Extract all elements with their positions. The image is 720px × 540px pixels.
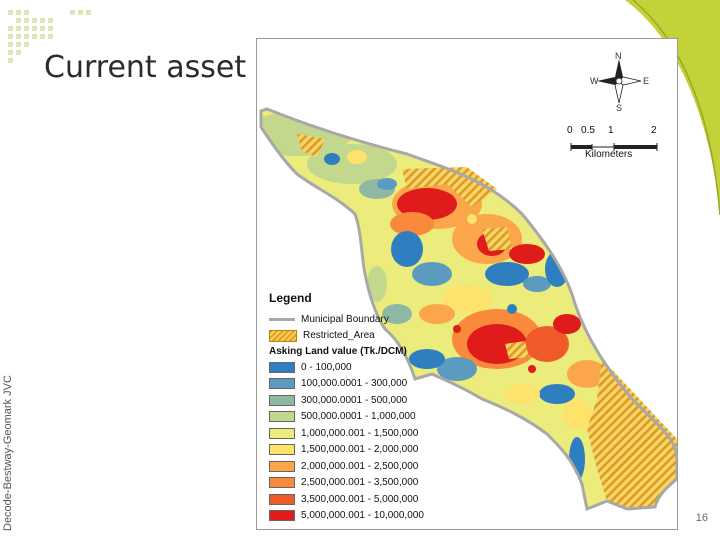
legend-class-row: 2,500,000.001 - 3,500,000 bbox=[269, 475, 449, 492]
legend-class-row: 2,000,000.001 - 2,500,000 bbox=[269, 458, 449, 475]
restricted-area-southeast bbox=[587, 359, 677, 509]
restricted-area-northwest bbox=[297, 134, 325, 157]
legend-color-swatch bbox=[269, 411, 295, 423]
legend-title: Legend bbox=[269, 291, 312, 305]
hatch-pattern-symbol bbox=[269, 329, 297, 342]
legend-class-row: 5,000,000.001 - 10,000,000 bbox=[269, 508, 449, 525]
legend-label-restricted: Restricted_Area bbox=[303, 330, 375, 342]
compass-rose-icon bbox=[597, 59, 642, 104]
legend-item-restricted: Restricted_Area bbox=[269, 328, 449, 345]
legend-color-swatch bbox=[269, 444, 295, 456]
legend-class-label: 1,500,000.001 - 2,000,000 bbox=[301, 444, 419, 456]
decorative-dot-grid bbox=[8, 10, 91, 63]
restricted-area-east bbox=[482, 227, 512, 251]
compass-west-label: W bbox=[590, 76, 599, 86]
scale-tick-1: 1 bbox=[608, 125, 614, 136]
legend-item-boundary: Municipal Boundary bbox=[269, 311, 449, 328]
scale-tick-0: 0 bbox=[567, 125, 573, 136]
legend-color-swatch bbox=[269, 493, 295, 505]
legend-class-label: 500,000.0001 - 1,000,000 bbox=[301, 411, 416, 423]
legend-color-swatch bbox=[269, 378, 295, 390]
legend-class-row: 300,000.0001 - 500,000 bbox=[269, 392, 449, 409]
legend-color-swatch bbox=[269, 460, 295, 472]
scale-bar bbox=[570, 143, 658, 151]
scale-tick-2: 2 bbox=[651, 125, 657, 136]
municipal-boundary bbox=[259, 107, 677, 512]
legend-color-swatch bbox=[269, 361, 295, 373]
page-number: 16 bbox=[695, 512, 708, 524]
scale-tick-0-5: 0.5 bbox=[581, 125, 595, 136]
restricted-area-central bbox=[402, 167, 497, 207]
compass-north-label: N bbox=[615, 51, 622, 61]
legend-class-row: 1,500,000.001 - 2,000,000 bbox=[269, 442, 449, 459]
legend-class-label: 2,000,000.001 - 2,500,000 bbox=[301, 460, 419, 472]
legend-class-label: 5,000,000.001 - 10,000,000 bbox=[301, 510, 424, 522]
side-credit-text: Decode-Bestway-Geomark JVC bbox=[2, 375, 14, 531]
legend-label-boundary: Municipal Boundary bbox=[301, 313, 389, 325]
legend-class-row: 100,000.0001 - 300,000 bbox=[269, 376, 449, 393]
legend-class-label: 0 - 100,000 bbox=[301, 361, 352, 373]
land-value-map: N S E W 0 0.5 1 2 Kilometers Legend Muni… bbox=[256, 38, 678, 530]
legend-class-row: 3,500,000.001 - 5,000,000 bbox=[269, 491, 449, 508]
legend-class-list: 0 - 100,000 100,000.0001 - 300,000 300,000… bbox=[269, 359, 449, 524]
legend-class-label: 2,500,000.001 - 3,500,000 bbox=[301, 477, 419, 489]
legend-class-label: 100,000.0001 - 300,000 bbox=[301, 378, 408, 390]
compass-east-label: E bbox=[643, 76, 650, 86]
boundary-line-symbol bbox=[269, 317, 295, 321]
legend-class-row: 500,000.0001 - 1,000,000 bbox=[269, 409, 449, 426]
map-canvas bbox=[259, 59, 677, 512]
scale-unit-label: Kilometers bbox=[585, 149, 633, 160]
restricted-area-south bbox=[505, 341, 529, 359]
legend-class-row: 0 - 100,000 bbox=[269, 359, 449, 376]
legend-class-label: 3,500,000.001 - 5,000,000 bbox=[301, 493, 419, 505]
compass-south-label: S bbox=[616, 103, 623, 113]
legend-color-swatch bbox=[269, 427, 295, 439]
map-legend: Legend Municipal Boundary Restricted_Are… bbox=[269, 291, 449, 524]
legend-color-swatch bbox=[269, 477, 295, 489]
legend-color-swatch bbox=[269, 510, 295, 522]
legend-class-row: 1,000,000.001 - 1,500,000 bbox=[269, 425, 449, 442]
legend-color-swatch bbox=[269, 394, 295, 406]
legend-value-heading: Asking Land value (Tk./DCM) bbox=[269, 346, 407, 357]
scale-bar-labels: 0 0.5 1 2 Kilometers bbox=[567, 125, 657, 165]
legend-class-label: 300,000.0001 - 500,000 bbox=[301, 394, 408, 406]
decorative-corner-accent bbox=[625, 0, 720, 215]
legend-class-label: 1,000,000.001 - 1,500,000 bbox=[301, 427, 419, 439]
